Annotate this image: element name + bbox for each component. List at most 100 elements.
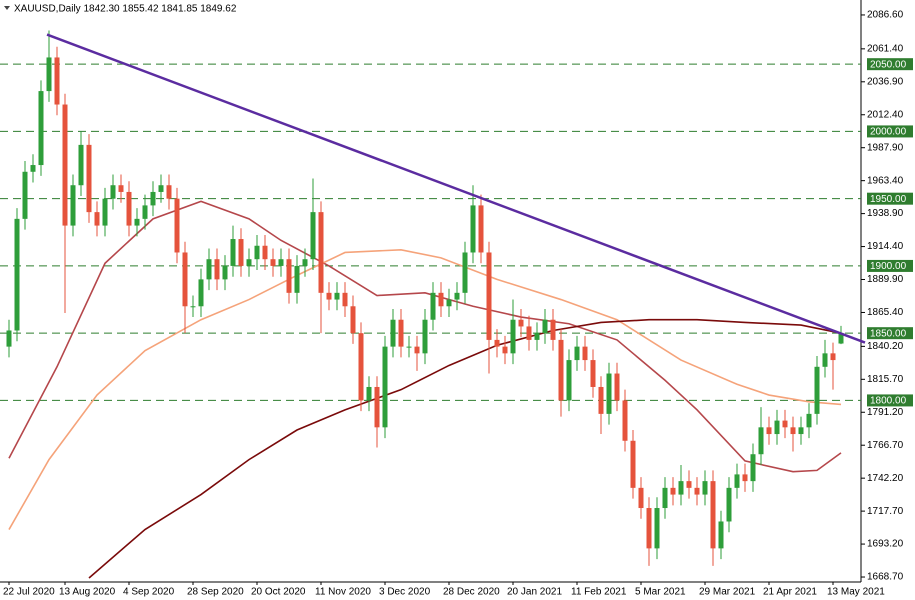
chart-title: XAUUSD,Daily 1842.30 1855.42 1841.85 184… (14, 4, 237, 15)
candle-body (118, 185, 124, 192)
candle-body (606, 373, 612, 414)
y-tick-label: 1815.70 (867, 374, 904, 385)
candle-body (774, 420, 780, 435)
candle-body (326, 292, 332, 300)
candle-body (622, 400, 628, 441)
candle-body (822, 353, 828, 367)
level-label: 1800.00 (870, 396, 907, 407)
candle-body (406, 346, 412, 348)
candle-body (566, 360, 572, 401)
candle-body (758, 427, 764, 455)
candle-body (334, 292, 340, 300)
candle-body (182, 252, 188, 307)
candle-body (446, 299, 452, 307)
y-tick-label: 1693.20 (867, 539, 904, 550)
candle-body (142, 205, 148, 219)
candle-body (30, 165, 36, 172)
candle-body (750, 454, 756, 482)
y-tick-label: 1987.90 (867, 142, 904, 153)
y-tick-label: 1865.40 (867, 307, 904, 318)
candle-body (390, 319, 396, 347)
y-tick-label: 2012.40 (867, 109, 904, 120)
candle-body (262, 245, 268, 260)
candle-body (14, 218, 20, 331)
candle-body (462, 252, 468, 293)
y-tick-label: 1791.20 (867, 407, 904, 418)
level-label: 2000.00 (870, 127, 907, 138)
candle-body (702, 481, 708, 495)
level-tag (867, 394, 913, 407)
candle-body (78, 144, 84, 186)
candle-body (454, 292, 460, 300)
level-tag (867, 125, 913, 138)
candle-body (150, 191, 156, 206)
level-tag (867, 327, 913, 340)
trendline (46, 33, 866, 344)
candle-body (502, 346, 508, 354)
candle-body (222, 265, 228, 280)
y-tick-label: 1963.40 (867, 175, 904, 186)
candle-body (6, 330, 12, 347)
x-tick-label: 20 Jan 2021 (507, 587, 562, 598)
candle-body (270, 259, 276, 266)
candle-body (550, 319, 556, 340)
candle-body (430, 292, 436, 320)
y-tick-label: 1717.70 (867, 506, 904, 517)
candle-body (806, 413, 812, 428)
candle-body (718, 521, 724, 549)
y-tick-label: 2036.90 (867, 76, 904, 87)
level-label: 1900.00 (870, 261, 907, 272)
x-tick-label: 22 Jul 2020 (3, 587, 55, 598)
x-tick-label: 21 Apr 2021 (763, 587, 817, 598)
candle-body (294, 265, 300, 293)
candle-body (366, 386, 372, 401)
candle-body (438, 292, 444, 307)
candle-body (158, 185, 164, 192)
y-tick-label: 1889.90 (867, 274, 904, 285)
candle-body (678, 481, 684, 495)
candle-body (470, 205, 476, 253)
candle-body (766, 427, 772, 435)
candle-body (654, 508, 660, 549)
candle-body (710, 481, 716, 549)
level-tag (867, 192, 913, 205)
candle-body (670, 487, 676, 495)
y-tick-label: 2086.60 (867, 10, 904, 21)
candle-body (318, 212, 324, 293)
candle-body (102, 198, 108, 226)
y-tick-label: 1914.40 (867, 241, 904, 252)
candle-body (814, 366, 820, 414)
candle-body (414, 346, 420, 354)
candle-body (94, 212, 100, 226)
y-tick-label: 1938.90 (867, 208, 904, 219)
candle-body (374, 386, 380, 428)
candle-body (310, 212, 316, 260)
candle-body (398, 319, 404, 347)
candle-body (574, 346, 580, 361)
level-tag (867, 58, 913, 71)
candle-body (494, 339, 500, 347)
candle-body (542, 319, 548, 334)
x-tick-label: 20 Oct 2020 (251, 587, 306, 598)
x-tick-label: 29 Mar 2021 (699, 587, 756, 598)
candle-body (134, 218, 140, 226)
collapse-icon (4, 6, 10, 10)
candle-body (598, 386, 604, 414)
candle-body (38, 91, 44, 166)
x-tick-label: 11 Feb 2021 (571, 587, 627, 598)
x-tick-label: 28 Sep 2020 (187, 587, 244, 598)
candle-body (286, 259, 292, 293)
y-tick-label: 2061.40 (867, 43, 904, 54)
candle-body (590, 360, 596, 387)
candle-body (350, 306, 356, 334)
candle-body (198, 279, 204, 307)
candle-body (742, 474, 748, 482)
candle-body (166, 185, 172, 199)
candle-body (126, 191, 132, 226)
candle-body (174, 198, 180, 253)
candle-body (46, 57, 52, 92)
candle-body (518, 319, 524, 327)
candle-body (526, 326, 532, 340)
candle-body (486, 252, 492, 340)
